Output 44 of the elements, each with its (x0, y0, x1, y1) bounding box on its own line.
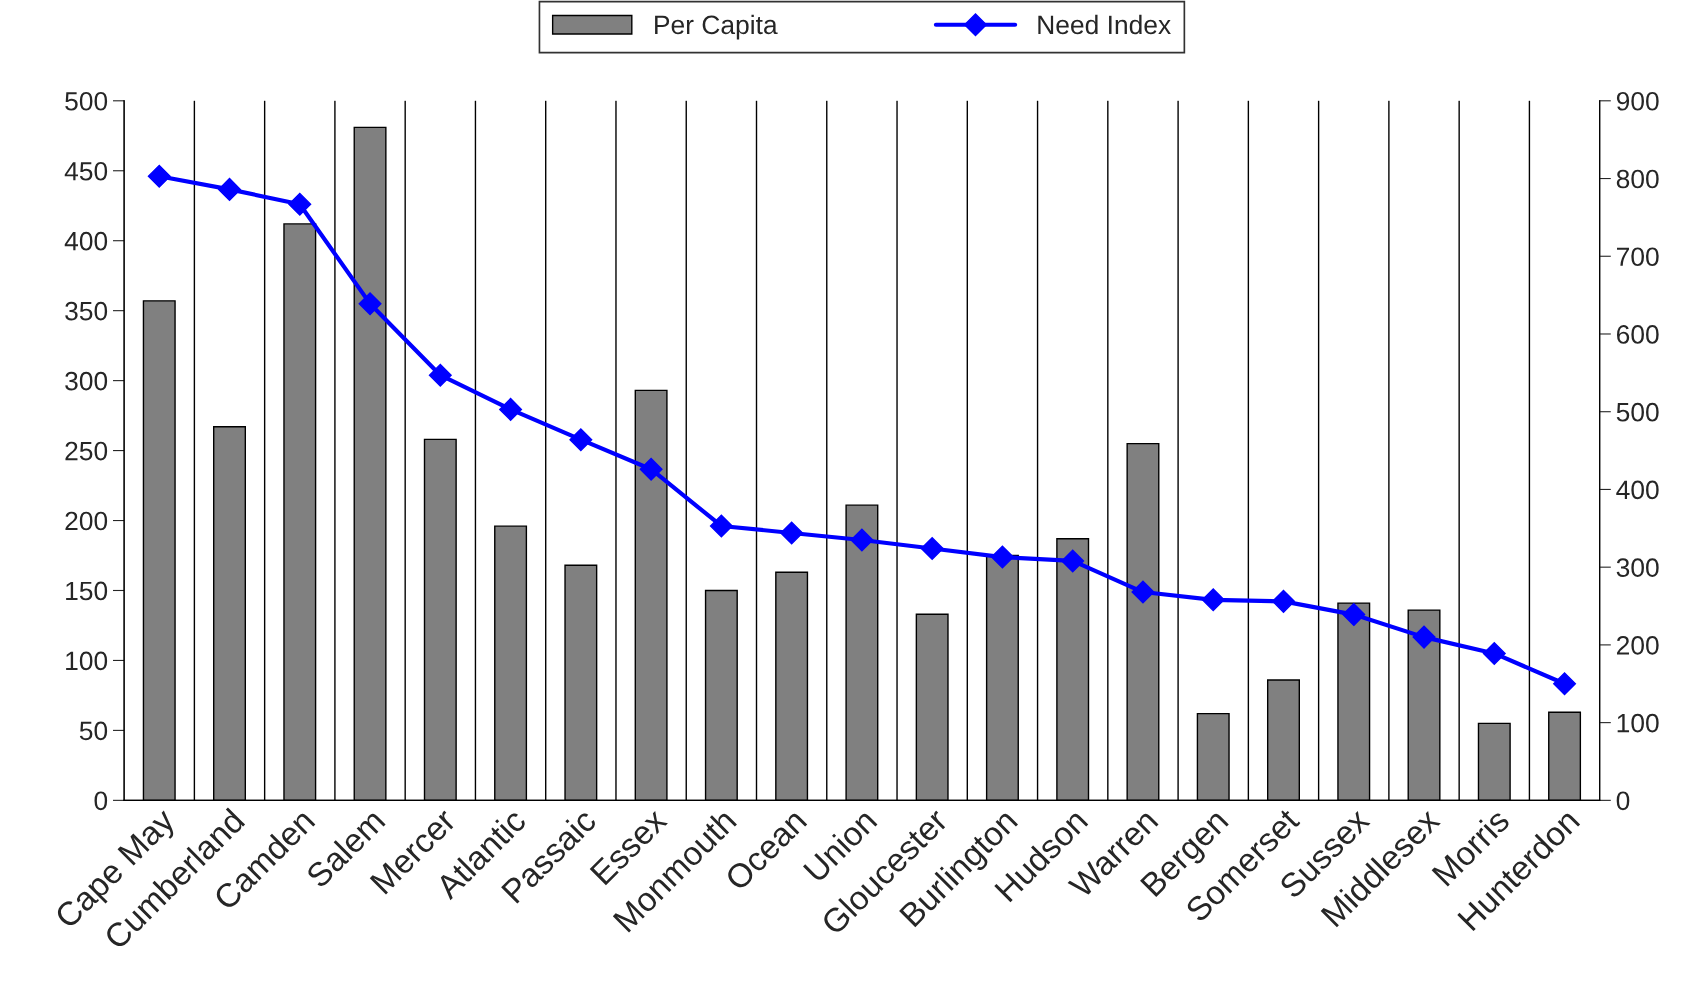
y2-tick-label: 400 (1616, 480, 1659, 500)
point (1412, 625, 1436, 649)
y2-tick-label: 600 (1617, 325, 1659, 344)
y2-tick-label: 200 (1616, 636, 1659, 655)
point (920, 537, 944, 561)
point (1482, 641, 1506, 665)
point (428, 363, 452, 387)
point (569, 428, 593, 452)
point (990, 545, 1014, 569)
y2-tick-label: 500 (1616, 402, 1659, 422)
y-tick-label: 0 (94, 791, 108, 811)
y2-tick-label: 300 (1616, 558, 1659, 577)
point (1271, 589, 1295, 613)
point (499, 397, 523, 421)
y-tick-label: 300 (65, 371, 108, 391)
point (709, 514, 733, 538)
point (358, 292, 382, 316)
legend-label: Per Capita (655, 14, 778, 40)
y-tick-label: 500 (65, 91, 108, 111)
point (147, 164, 171, 188)
point (1553, 672, 1577, 696)
y-tick-label: 200 (65, 511, 108, 531)
point (850, 528, 874, 552)
y2-tick-label: 0 (1616, 791, 1630, 811)
y2-tick-label: 900 (1616, 91, 1659, 111)
y-tick-label: 400 (64, 231, 108, 251)
y-tick-label: 350 (65, 301, 108, 321)
point (1342, 603, 1366, 627)
y2-tick-label: 100 (1617, 713, 1659, 733)
point (1201, 588, 1225, 612)
point (1131, 580, 1155, 604)
y-tick-label: 50 (79, 721, 108, 741)
point (288, 192, 312, 216)
y-tick-label: 250 (65, 441, 108, 461)
point (780, 521, 804, 545)
y2-tick-label: 800 (1616, 169, 1659, 189)
y-tick-label: 100 (66, 651, 108, 671)
legend-label: Need Index (1038, 14, 1171, 35)
y2-tick-label: 700 (1617, 247, 1659, 267)
point (218, 177, 242, 201)
y-tick-label: 450 (64, 161, 108, 181)
point (639, 457, 663, 481)
point (1061, 549, 1085, 573)
y-tick-label: 150 (66, 581, 108, 601)
